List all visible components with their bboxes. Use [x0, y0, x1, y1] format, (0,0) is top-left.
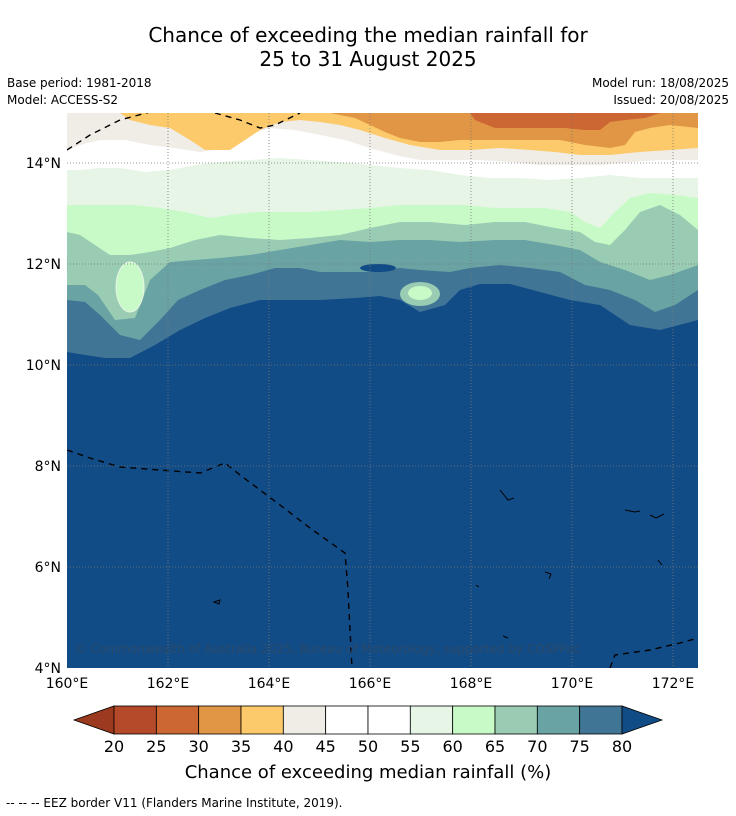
lat-label-10: 10°N: [26, 358, 61, 374]
copyright-text: © Commonwealth of Australia 2025, Bureau…: [75, 642, 580, 656]
lat-label-14: 14°N: [26, 156, 61, 172]
colorbar-tick-label: 25: [146, 737, 166, 756]
colorbar-segment: [536, 705, 581, 735]
footer-legend: -- -- -- EEZ border V11 (Flanders Marine…: [6, 796, 343, 810]
colorbar-segment: [198, 705, 242, 735]
colorbar-arrow-low: [72, 705, 115, 735]
region-patch-white: [122, 150, 136, 158]
lon-label-168: 168°E: [450, 676, 493, 692]
colorbar-tick-label: 35: [231, 737, 251, 756]
colorbar-segment: [325, 705, 369, 735]
colorbar-tick-label: 40: [273, 737, 293, 756]
lat-label-8: 8°N: [35, 459, 61, 475]
rainfall-map: [67, 113, 698, 668]
colorbar-tick-label: 75: [569, 737, 589, 756]
islands: [212, 489, 665, 639]
colorbar-segment: [282, 705, 327, 735]
colorbar-segment: [579, 705, 623, 735]
colorbar-segment: [113, 705, 157, 735]
colorbar-segment: [409, 705, 454, 735]
lon-label-164: 164°E: [248, 676, 291, 692]
lat-label-12: 12°N: [26, 257, 61, 273]
colorbar-tick-label: 80: [612, 737, 632, 756]
region-25-30: [470, 113, 660, 130]
title-line-1: Chance of exceeding the median rainfall …: [148, 23, 588, 47]
lat-axis: 14°N 12°N 10°N 8°N 6°N 4°N: [26, 156, 61, 677]
base-period-text: Base period: 1981-2018: [7, 76, 152, 90]
colorbar-tick-label: 50: [358, 737, 378, 756]
lon-label-162: 162°E: [147, 676, 190, 692]
colorbar-segment: [240, 705, 284, 735]
colorbar: [72, 705, 664, 735]
eez-border-south-east: [609, 637, 698, 668]
lat-label-4: 4°N: [35, 661, 61, 677]
region-patch-dark: [360, 264, 396, 272]
model-text: Model: ACCESS-S2: [7, 93, 119, 107]
lon-label-166: 166°E: [349, 676, 392, 692]
colorbar-tick-label: 65: [485, 737, 505, 756]
colorbar-tick-label: 60: [442, 737, 462, 756]
lat-label-6: 6°N: [35, 560, 61, 576]
colorbar-tick-label: 70: [527, 737, 547, 756]
colorbar-segment: [155, 705, 200, 735]
colorbar-arrow-high: [621, 705, 664, 735]
lon-label-172: 172°E: [652, 676, 695, 692]
colorbar-tick-label: 45: [315, 737, 335, 756]
colorbar-ticks: 20 25 30 35 40 45 50 55 60 65 70 75 80: [104, 737, 632, 756]
region-patch-west: [115, 261, 145, 313]
lon-label-170: 170°E: [551, 676, 594, 692]
region-patch-central-inner: [408, 286, 432, 300]
gridlines: [67, 113, 698, 668]
model-run-text: Model run: 18/08/2025: [591, 76, 729, 90]
issued-text: Issued: 20/08/2025: [613, 93, 729, 107]
lon-label-160: 160°E: [46, 676, 89, 692]
colorbar-segment: [452, 705, 496, 735]
colorbar-segment: [494, 705, 538, 735]
colorbar-tick-label: 55: [400, 737, 420, 756]
eez-border-west: [67, 449, 353, 668]
title-line-2: 25 to 31 August 2025: [259, 47, 477, 71]
eez-border-north: [67, 113, 301, 151]
colorbar-tick-label: 30: [188, 737, 208, 756]
colorbar-title: Chance of exceeding median rainfall (%): [185, 762, 552, 783]
lon-axis: 160°E 162°E 164°E 166°E 168°E 170°E 172°…: [46, 676, 695, 692]
colorbar-tick-label: 20: [104, 737, 124, 756]
colorbar-segment: [367, 705, 411, 735]
